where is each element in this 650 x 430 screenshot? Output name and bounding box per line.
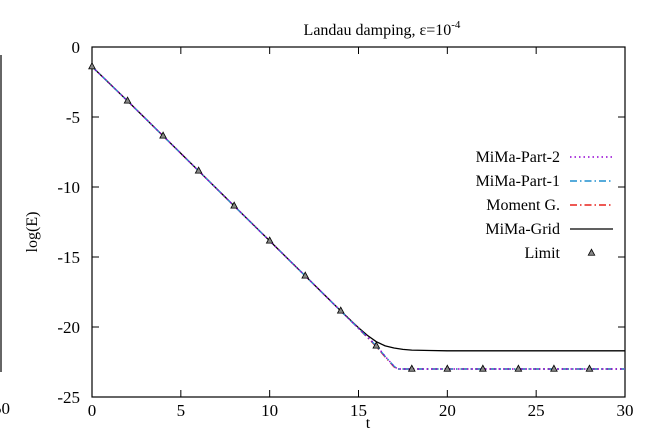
series-limit-marker — [443, 364, 452, 372]
series-mima-part-2-line — [91, 66, 625, 370]
series-limit-marker — [265, 236, 274, 244]
series-limit-marker — [478, 364, 487, 372]
x-axis-label: t — [366, 415, 371, 430]
series-limit-marker — [194, 166, 203, 174]
series-limit-marker — [550, 364, 558, 372]
x-tick-label: 25 — [528, 401, 545, 420]
y-tick-label: 0 — [72, 38, 81, 57]
y-tick-label: -5 — [66, 108, 80, 127]
y-tick-label: -10 — [57, 178, 80, 197]
series-limit-marker — [123, 96, 132, 104]
x-tick-label: 5 — [177, 401, 186, 420]
series-layer — [88, 62, 625, 372]
x-tick-label: 30 — [617, 401, 634, 420]
left-edge-fragment: 50 — [0, 399, 10, 418]
x-tick-label: 15 — [350, 401, 367, 420]
tick-layer: 0 5 10 15 20 25 30 0 -5 -10 -15 -20 -25 — [57, 38, 633, 420]
series-mima-part-1-line — [91, 66, 625, 370]
legend-marker-limit — [587, 248, 596, 256]
legend: MiMa-Part-2 MiMa-Part-1 Moment G. MiMa-Grid… — [476, 149, 613, 262]
x-tick-label: 0 — [88, 401, 97, 420]
series-limit-marker — [585, 364, 594, 372]
y-tick-label: -15 — [57, 248, 80, 267]
legend-label-mima-grid: MiMa-Grid — [485, 221, 560, 238]
y-tick-label: -25 — [57, 388, 80, 407]
series-moment-g-line — [91, 66, 625, 370]
legend-label-moment-g: Moment G. — [486, 197, 560, 214]
chart-title-superscript: -4 — [451, 19, 461, 31]
y-tick-label: -20 — [57, 318, 80, 337]
series-limit-marker — [230, 201, 239, 209]
series-limit-marker — [336, 306, 345, 314]
series-limit-marker — [159, 131, 167, 139]
series-limit-marker — [514, 364, 523, 372]
series-limit-marker — [407, 364, 416, 372]
series-limit-marker — [88, 62, 96, 70]
series-limit-marker — [301, 271, 310, 279]
x-tick-label: 20 — [439, 401, 456, 420]
legend-label-mima-part-1: MiMa-Part-1 — [476, 173, 560, 190]
series-limit-marker — [372, 341, 381, 349]
legend-label-limit: Limit — [524, 245, 560, 262]
legend-label-mima-part-2: MiMa-Part-2 — [476, 149, 560, 166]
y-axis-label: log(E) — [24, 212, 41, 253]
chart-title: Landau damping, ε=10-4 — [304, 19, 461, 39]
x-tick-label: 10 — [261, 401, 278, 420]
